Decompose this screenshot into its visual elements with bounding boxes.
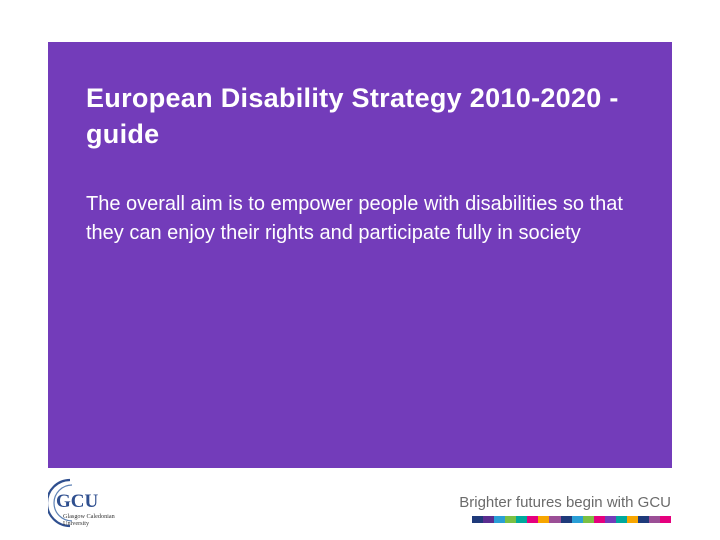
color-stripe-segment xyxy=(516,516,528,523)
footer-color-stripe xyxy=(472,516,672,523)
color-stripe-segment xyxy=(615,516,627,523)
color-stripe-segment xyxy=(483,516,495,523)
color-stripe-segment xyxy=(582,516,594,523)
color-stripe-segment xyxy=(560,516,572,523)
color-stripe-segment xyxy=(593,516,605,523)
color-stripe-segment xyxy=(538,516,550,523)
content-panel: European Disability Strategy 2010-2020 -… xyxy=(48,42,672,468)
color-stripe-segment xyxy=(472,516,484,523)
color-stripe-segment xyxy=(637,516,649,523)
color-stripe-segment xyxy=(505,516,517,523)
logo-text: GCU xyxy=(56,491,99,512)
color-stripe-segment xyxy=(571,516,583,523)
logo-line1: Glasgow Caledonian xyxy=(63,513,115,520)
color-stripe-segment xyxy=(549,516,561,523)
color-stripe-segment xyxy=(626,516,638,523)
footer-tagline: Brighter futures begin with GCU xyxy=(459,494,671,511)
gcu-logo-icon: GCU Glasgow Caledonian University xyxy=(48,478,115,528)
color-stripe-segment xyxy=(604,516,616,523)
color-stripe-segment xyxy=(660,516,672,523)
color-stripe-segment xyxy=(494,516,506,523)
color-stripe-segment xyxy=(527,516,539,523)
slide-body-text: The overall aim is to empower people wit… xyxy=(86,193,623,244)
logo-line2: University xyxy=(63,520,90,527)
slide-title: European Disability Strategy 2010-2020 -… xyxy=(86,83,619,149)
color-stripe-segment xyxy=(649,516,661,523)
